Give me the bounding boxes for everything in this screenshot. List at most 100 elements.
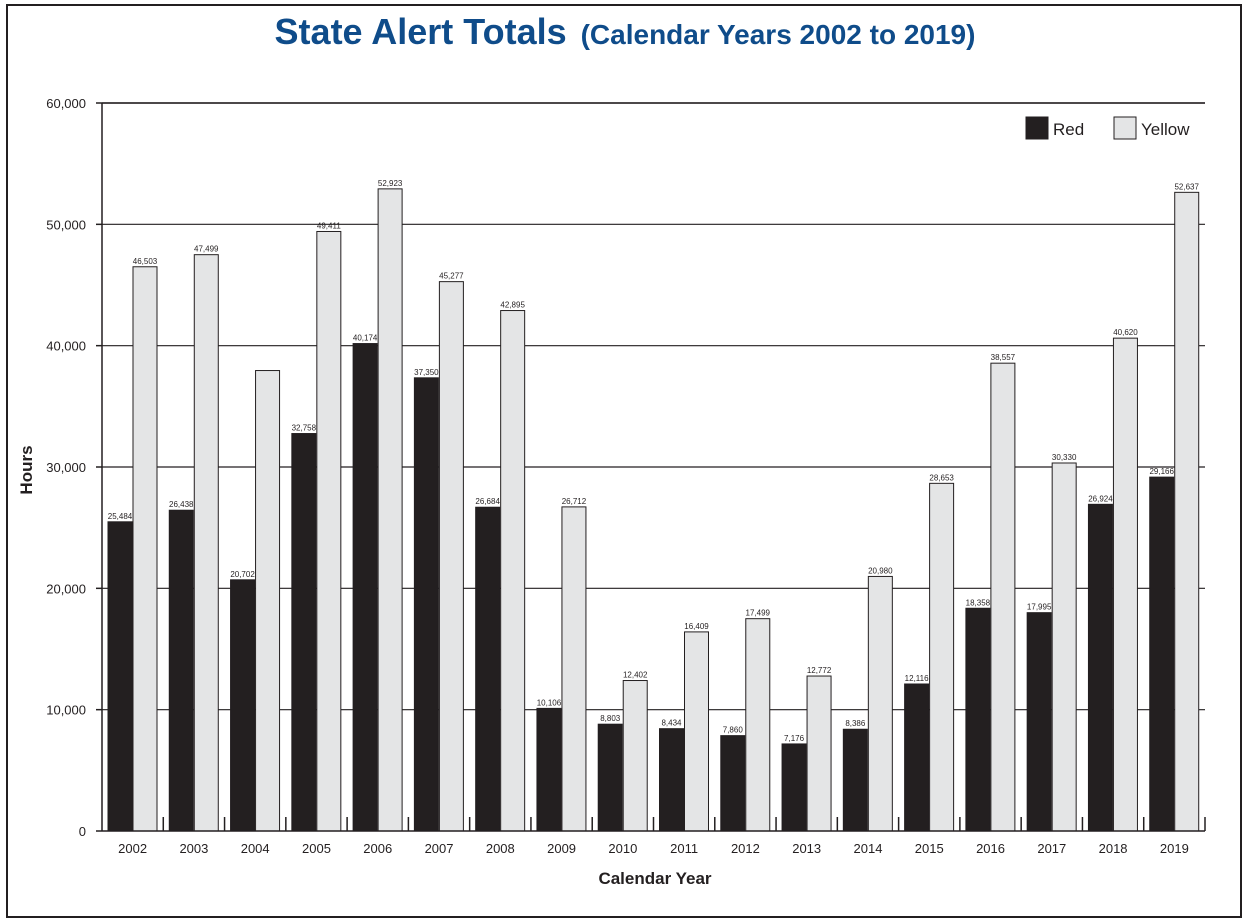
y-axis-title: Hours bbox=[17, 445, 36, 494]
bar-red-2015 bbox=[904, 683, 930, 832]
data-label: 26,924 bbox=[1088, 494, 1113, 503]
bar-red-2019 bbox=[1149, 476, 1175, 832]
x-tick-label: 2018 bbox=[1099, 841, 1128, 856]
x-tick-label: 2016 bbox=[976, 841, 1005, 856]
data-label: 17,995 bbox=[1027, 603, 1052, 612]
data-label: 30,330 bbox=[1052, 453, 1077, 462]
data-label: 25,484 bbox=[108, 512, 133, 521]
x-axis-title: Calendar Year bbox=[598, 869, 711, 888]
bar-yellow-2006 bbox=[377, 188, 403, 832]
y-tick-label: 50,000 bbox=[46, 217, 86, 232]
bar-red-2014 bbox=[842, 728, 868, 832]
bar-yellow-2003 bbox=[193, 254, 219, 832]
data-label: 40,620 bbox=[1113, 328, 1138, 337]
x-tick-label: 2006 bbox=[363, 841, 392, 856]
x-tick-label: 2005 bbox=[302, 841, 331, 856]
data-label: 45,277 bbox=[439, 272, 464, 281]
x-tick-label: 2008 bbox=[486, 841, 515, 856]
data-label: 8,434 bbox=[661, 719, 682, 728]
bar-yellow-2010 bbox=[622, 680, 648, 832]
x-tick-label: 2009 bbox=[547, 841, 576, 856]
data-label: 12,402 bbox=[623, 671, 648, 680]
y-tick-label: 10,000 bbox=[46, 703, 86, 718]
legend: Red Yellow bbox=[1025, 116, 1190, 140]
y-tick-label: 20,000 bbox=[46, 581, 86, 596]
data-label: 52,923 bbox=[378, 179, 403, 188]
x-tick-label: 2004 bbox=[241, 841, 270, 856]
bar-yellow-2011 bbox=[684, 631, 709, 832]
x-tick-label: 2010 bbox=[608, 841, 637, 856]
legend-label-red: Red bbox=[1053, 120, 1084, 139]
bar-yellow-2007 bbox=[438, 281, 464, 832]
data-label: 17,499 bbox=[746, 609, 771, 618]
data-label: 7,860 bbox=[723, 726, 744, 735]
data-label: 26,438 bbox=[169, 500, 194, 509]
y-tick-label: 40,000 bbox=[46, 339, 86, 354]
data-label: 38,557 bbox=[991, 353, 1016, 362]
data-label: 37,350 bbox=[414, 368, 439, 377]
data-label: 29,166 bbox=[1149, 467, 1174, 476]
x-tick-label: 2015 bbox=[915, 841, 944, 856]
data-label: 32,758 bbox=[292, 424, 317, 433]
x-tick-label: 2011 bbox=[670, 841, 698, 856]
data-label: 49,411 bbox=[317, 221, 341, 230]
data-label: 10,106 bbox=[537, 698, 562, 707]
bar-red-2004 bbox=[230, 579, 256, 832]
data-label: 42,895 bbox=[500, 301, 525, 310]
bar-yellow-2009 bbox=[561, 506, 587, 832]
bar-red-2012 bbox=[720, 735, 746, 832]
bar-yellow-2013 bbox=[806, 675, 832, 832]
data-label: 47,499 bbox=[194, 245, 219, 254]
bar-yellow-2005 bbox=[316, 230, 342, 832]
data-label: 26,712 bbox=[562, 497, 587, 506]
legend-swatch-yellow bbox=[1113, 116, 1137, 140]
bar-red-2017 bbox=[1026, 612, 1052, 832]
x-tick-label: 2013 bbox=[792, 841, 821, 856]
bar-yellow-2008 bbox=[500, 310, 526, 832]
data-label: 8,386 bbox=[845, 719, 866, 728]
bar-yellow-2019 bbox=[1174, 191, 1200, 832]
chart-title-group: State Alert Totals (Calendar Years 2002 … bbox=[275, 11, 976, 52]
bar-red-2006 bbox=[352, 343, 378, 832]
bar-red-2007 bbox=[413, 377, 439, 832]
data-label: 8,803 bbox=[600, 714, 621, 723]
data-label: 7,176 bbox=[784, 734, 805, 743]
data-label: 52,637 bbox=[1174, 182, 1199, 191]
y-tick-label: 30,000 bbox=[46, 460, 86, 475]
bar-yellow-2016 bbox=[990, 362, 1016, 832]
data-label: 18,358 bbox=[966, 598, 991, 607]
legend-swatch-red bbox=[1025, 116, 1049, 140]
x-tick-label: 2003 bbox=[179, 841, 208, 856]
data-label: 40,174 bbox=[353, 334, 378, 343]
x-tick-label: 2002 bbox=[118, 841, 147, 856]
data-label: 28,653 bbox=[929, 473, 954, 482]
y-tick-label: 60,000 bbox=[46, 96, 86, 111]
bar-red-2011 bbox=[659, 728, 684, 832]
x-tick-label: 2019 bbox=[1160, 841, 1189, 856]
bar-yellow-2002 bbox=[132, 266, 158, 832]
data-label: 20,702 bbox=[230, 570, 255, 579]
bar-red-2008 bbox=[475, 506, 501, 832]
bar-red-2009 bbox=[536, 707, 562, 832]
chart-title: State Alert Totals bbox=[275, 11, 567, 52]
x-tick-label: 2014 bbox=[854, 841, 883, 856]
bar-yellow-2017 bbox=[1051, 462, 1077, 832]
bar-red-2003 bbox=[168, 509, 194, 832]
bar-yellow-2012 bbox=[745, 618, 771, 832]
x-tick-label: 2017 bbox=[1037, 841, 1066, 856]
bar-yellow-2015 bbox=[929, 482, 955, 832]
data-label: 12,116 bbox=[905, 674, 929, 683]
bar-red-2005 bbox=[291, 433, 317, 832]
bar-yellow-2018 bbox=[1112, 337, 1138, 832]
axes: 0 10,000 20,000 30,000 40,000 50,000 60,000 200… bbox=[46, 96, 1206, 856]
data-label: 46,503 bbox=[133, 257, 158, 266]
bar-red-2018 bbox=[1087, 503, 1113, 832]
data-label: 26,684 bbox=[475, 497, 500, 506]
bars: 25,484 46,503 26,438 47,499 20,702 32,758 49,4… bbox=[107, 179, 1200, 832]
bar-yellow-2004 bbox=[255, 370, 281, 832]
x-tick-label: 2007 bbox=[425, 841, 454, 856]
y-tick-label: 0 bbox=[79, 824, 86, 839]
data-label: 16,409 bbox=[684, 622, 709, 631]
data-label: 12,772 bbox=[807, 666, 832, 675]
